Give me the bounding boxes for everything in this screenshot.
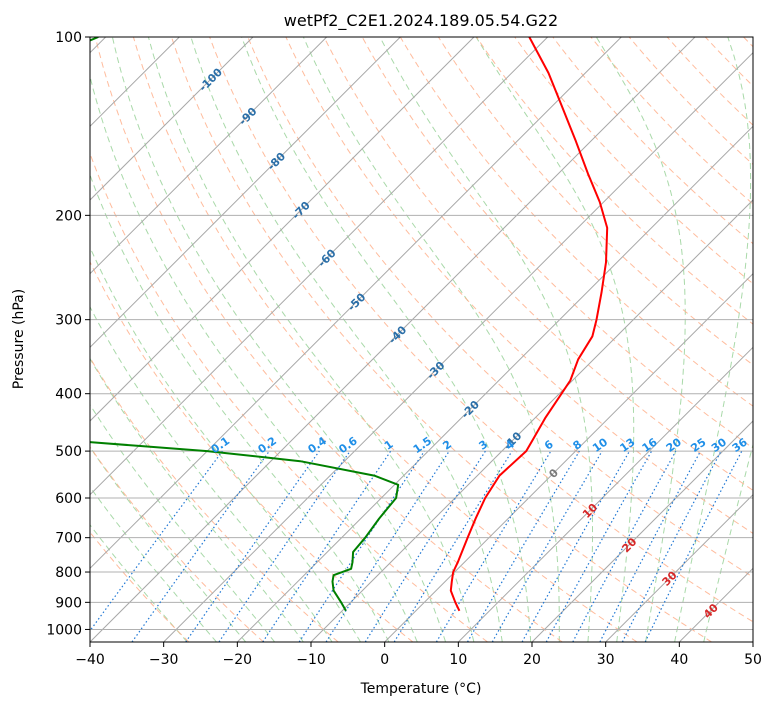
isotherm-line (90, 37, 254, 201)
isotherm-line (236, 125, 753, 642)
mixing-ratio-line (393, 450, 513, 642)
dry-adiabat (90, 260, 414, 642)
moist-adiabat (595, 37, 686, 642)
x-tick-label: 50 (744, 652, 762, 668)
x-tick-label: 40 (670, 652, 688, 668)
x-tick-label: −30 (149, 652, 179, 668)
mixing-ratio-line (521, 450, 631, 642)
isotherm-line (457, 346, 753, 642)
x-tick-label: −40 (75, 652, 105, 668)
dry-adiabat (132, 37, 638, 642)
y-tick-label: 400 (55, 387, 82, 403)
mixing-ratio-lines (90, 450, 743, 642)
isotherm-line (90, 37, 696, 642)
moist-adiabats (90, 37, 753, 642)
mixing-ratio-line (364, 450, 486, 642)
dry-adiabat (514, 37, 753, 285)
dry-adiabat (399, 37, 753, 407)
x-axis-ticks: −40 −30 −20 −10 0 10 20 30 40 50 (75, 642, 762, 668)
dewpoint-trace (90, 37, 400, 612)
dry-adiabat (247, 37, 753, 578)
moist-adiabat (90, 446, 247, 642)
moist-adiabat (90, 403, 275, 642)
x-tick-label: −20 (223, 652, 253, 668)
dry-adiabat (94, 37, 563, 642)
moist-adiabat (379, 37, 593, 642)
y-tick-label: 1000 (46, 622, 82, 638)
dry-adiabat (628, 37, 753, 166)
isotherm-line (163, 51, 753, 642)
isotherm-line (310, 199, 753, 642)
x-axis-label: Temperature (°C) (360, 681, 482, 697)
mixing-ratio-line (325, 450, 450, 642)
y-tick-label: 100 (55, 30, 82, 46)
moist-adiabat (674, 37, 752, 642)
sounding-traces (90, 37, 609, 612)
isotherm-line (384, 272, 753, 642)
moist-adiabat (90, 305, 333, 642)
isotherm-line (90, 37, 475, 422)
moist-adiabat (147, 37, 475, 642)
mixing-ratio-line (185, 450, 320, 642)
isotherm-line (605, 493, 753, 642)
isotherm-line (90, 37, 328, 275)
plot-area: -100-90-80-70-60-50-40-30-20-10010203040… (90, 37, 753, 642)
x-tick-label: 20 (523, 652, 541, 668)
y-tick-label: 600 (55, 491, 82, 507)
y-tick-label: 700 (55, 531, 82, 547)
moist-adiabat (703, 442, 753, 642)
dry-adiabat (209, 37, 753, 623)
y-tick-label: 800 (55, 565, 82, 581)
x-tick-label: 10 (449, 652, 467, 668)
x-tick-label: 0 (380, 652, 389, 668)
isotherm-line (90, 37, 401, 349)
dry-adiabat (323, 37, 753, 491)
moist-adiabat (90, 246, 362, 642)
isotherms (90, 37, 753, 642)
mixing-ratio-line (435, 450, 552, 642)
dry-adiabat (90, 446, 264, 642)
isotherm-line (90, 37, 549, 496)
x-tick-label: −10 (296, 652, 326, 668)
mixing-ratio-line (572, 450, 677, 642)
chart-title: wetPf2_C2E1.2024.189.05.54.G22 (284, 11, 558, 31)
temperature-trace (449, 37, 609, 612)
mixing-ratio-line (466, 450, 580, 642)
moist-adiabat (90, 173, 390, 642)
x-tick-label: 30 (597, 652, 615, 668)
y-tick-label: 300 (55, 313, 82, 329)
y-tick-label: 200 (55, 208, 82, 224)
plot-frame (89, 36, 754, 643)
mixing-ratio-line (90, 450, 223, 632)
y-axis-label: Pressure (hPa) (11, 289, 27, 389)
y-tick-label: 500 (55, 444, 82, 460)
moist-adiabat (90, 357, 304, 642)
moist-adiabat (90, 486, 217, 642)
dry-adiabat (476, 37, 753, 325)
moist-adiabat (241, 37, 532, 642)
isotherm-line (90, 37, 622, 570)
moist-adiabat (475, 37, 635, 642)
mixing-ratio-line (491, 450, 603, 642)
moist-adiabat (90, 74, 418, 642)
mixing-ratio-line (218, 450, 351, 642)
y-tick-label: 900 (55, 595, 82, 611)
mixing-ratio-line (131, 450, 270, 642)
mixing-ratio-line (545, 450, 653, 642)
isotherm-line (531, 420, 753, 642)
y-axis-ticks: 100 200 300 400 500 600 700 800 900 1000 (46, 30, 90, 638)
